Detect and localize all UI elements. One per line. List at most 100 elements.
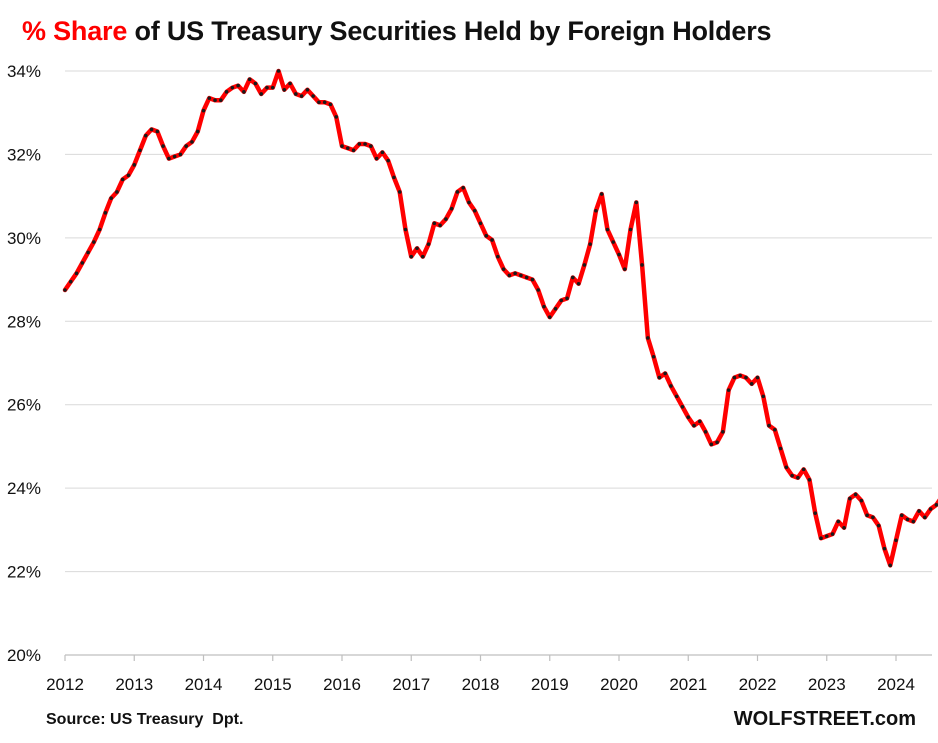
- data-point: [149, 127, 154, 132]
- data-point: [380, 150, 385, 155]
- data-point: [622, 267, 627, 271]
- data-point: [923, 515, 927, 520]
- brand-watermark: WOLFSTREET.com: [733, 708, 916, 730]
- data-point: [934, 503, 938, 507]
- x-tick-label: 2021: [669, 675, 707, 694]
- data-point: [542, 304, 546, 309]
- data-point: [859, 498, 864, 503]
- data-point: [294, 92, 298, 96]
- data-point: [553, 306, 558, 311]
- data-point: [524, 275, 529, 280]
- data-point: [334, 115, 339, 119]
- data-point: [484, 233, 489, 238]
- gridlines: [65, 70, 932, 573]
- data-point: [617, 252, 621, 257]
- data-point: [680, 405, 685, 409]
- data-point: [230, 85, 235, 90]
- data-point: [259, 92, 264, 96]
- data-point: [911, 519, 916, 524]
- data-point: [842, 525, 846, 530]
- data-point: [749, 382, 754, 386]
- data-point: [438, 223, 442, 228]
- data-point: [97, 227, 102, 232]
- data-point: [899, 513, 904, 518]
- data-point: [721, 430, 725, 434]
- data-point: [611, 240, 616, 244]
- x-tick-label: 2020: [600, 675, 638, 694]
- data-point: [634, 200, 639, 205]
- data-point: [224, 90, 229, 94]
- data-point: [409, 254, 414, 259]
- data-point: [184, 144, 188, 148]
- data-point: [876, 523, 881, 528]
- x-tick-label: 2022: [739, 675, 777, 694]
- data-point: [853, 492, 858, 497]
- data-point: [236, 83, 240, 88]
- data-point: [738, 373, 742, 378]
- data-point: [219, 98, 223, 102]
- title-rest: of US Treasury Securities Held by Foreig…: [127, 16, 772, 46]
- y-tick-label: 30%: [7, 229, 41, 248]
- data-point: [507, 273, 512, 278]
- x-tick-label: 2013: [115, 675, 153, 694]
- x-tick-label: 2012: [46, 675, 84, 694]
- data-point: [669, 384, 673, 388]
- data-point: [594, 208, 598, 213]
- data-point: [426, 242, 431, 246]
- x-axis-tick-labels: 2012 2013 2014 2015 2016 2017 2018 2019 2020 2021…: [46, 675, 915, 694]
- data-point: [761, 394, 766, 399]
- data-point: [582, 263, 587, 267]
- data-point: [646, 336, 650, 340]
- data-point: [386, 158, 390, 163]
- data-point: [674, 394, 679, 399]
- data-point: [392, 175, 396, 180]
- data-point: [103, 211, 108, 215]
- data-point: [195, 129, 200, 134]
- data-point: [138, 148, 142, 153]
- y-tick-label: 20%: [7, 646, 41, 665]
- data-point: [207, 96, 212, 100]
- data-point: [709, 442, 714, 447]
- data-point: [432, 221, 437, 226]
- data-point: [588, 242, 592, 246]
- y-tick-label: 26%: [7, 396, 41, 415]
- title-highlight: % Share: [22, 16, 128, 46]
- source-note: Source: US Treasury Dpt.: [46, 711, 244, 728]
- data-point: [807, 478, 812, 482]
- data-point: [599, 192, 604, 196]
- data-point: [115, 190, 119, 194]
- data-point: [305, 87, 310, 92]
- chart-title: % Share of US Treasury Securities Held b…: [22, 16, 772, 47]
- y-tick-label: 34%: [7, 62, 41, 81]
- data-point: [317, 100, 321, 105]
- data-point: [628, 227, 633, 232]
- data-point: [651, 354, 656, 359]
- data-point: [242, 90, 246, 94]
- x-tick-label: 2018: [462, 675, 500, 694]
- data-point: [778, 446, 783, 451]
- data-point: [472, 208, 477, 213]
- data-point: [415, 246, 419, 251]
- data-point: [403, 227, 408, 232]
- data-point: [703, 430, 708, 434]
- data-point: [715, 440, 719, 445]
- data-point: [253, 81, 258, 86]
- x-tick-label: 2019: [531, 675, 569, 694]
- data-point: [657, 375, 662, 380]
- data-point: [686, 415, 691, 420]
- data-point: [299, 94, 304, 98]
- data-point: [547, 315, 552, 319]
- data-point: [848, 496, 852, 501]
- data-point: [663, 371, 667, 376]
- data-point: [455, 190, 460, 194]
- data-point: [109, 196, 113, 201]
- data-point: [894, 538, 898, 543]
- data-point: [530, 277, 535, 282]
- data-point: [796, 475, 800, 480]
- x-axis: [64, 654, 932, 661]
- data-point: [328, 102, 333, 107]
- data-point: [74, 271, 79, 276]
- x-tick-label: 2017: [392, 675, 430, 694]
- data-point: [444, 217, 448, 221]
